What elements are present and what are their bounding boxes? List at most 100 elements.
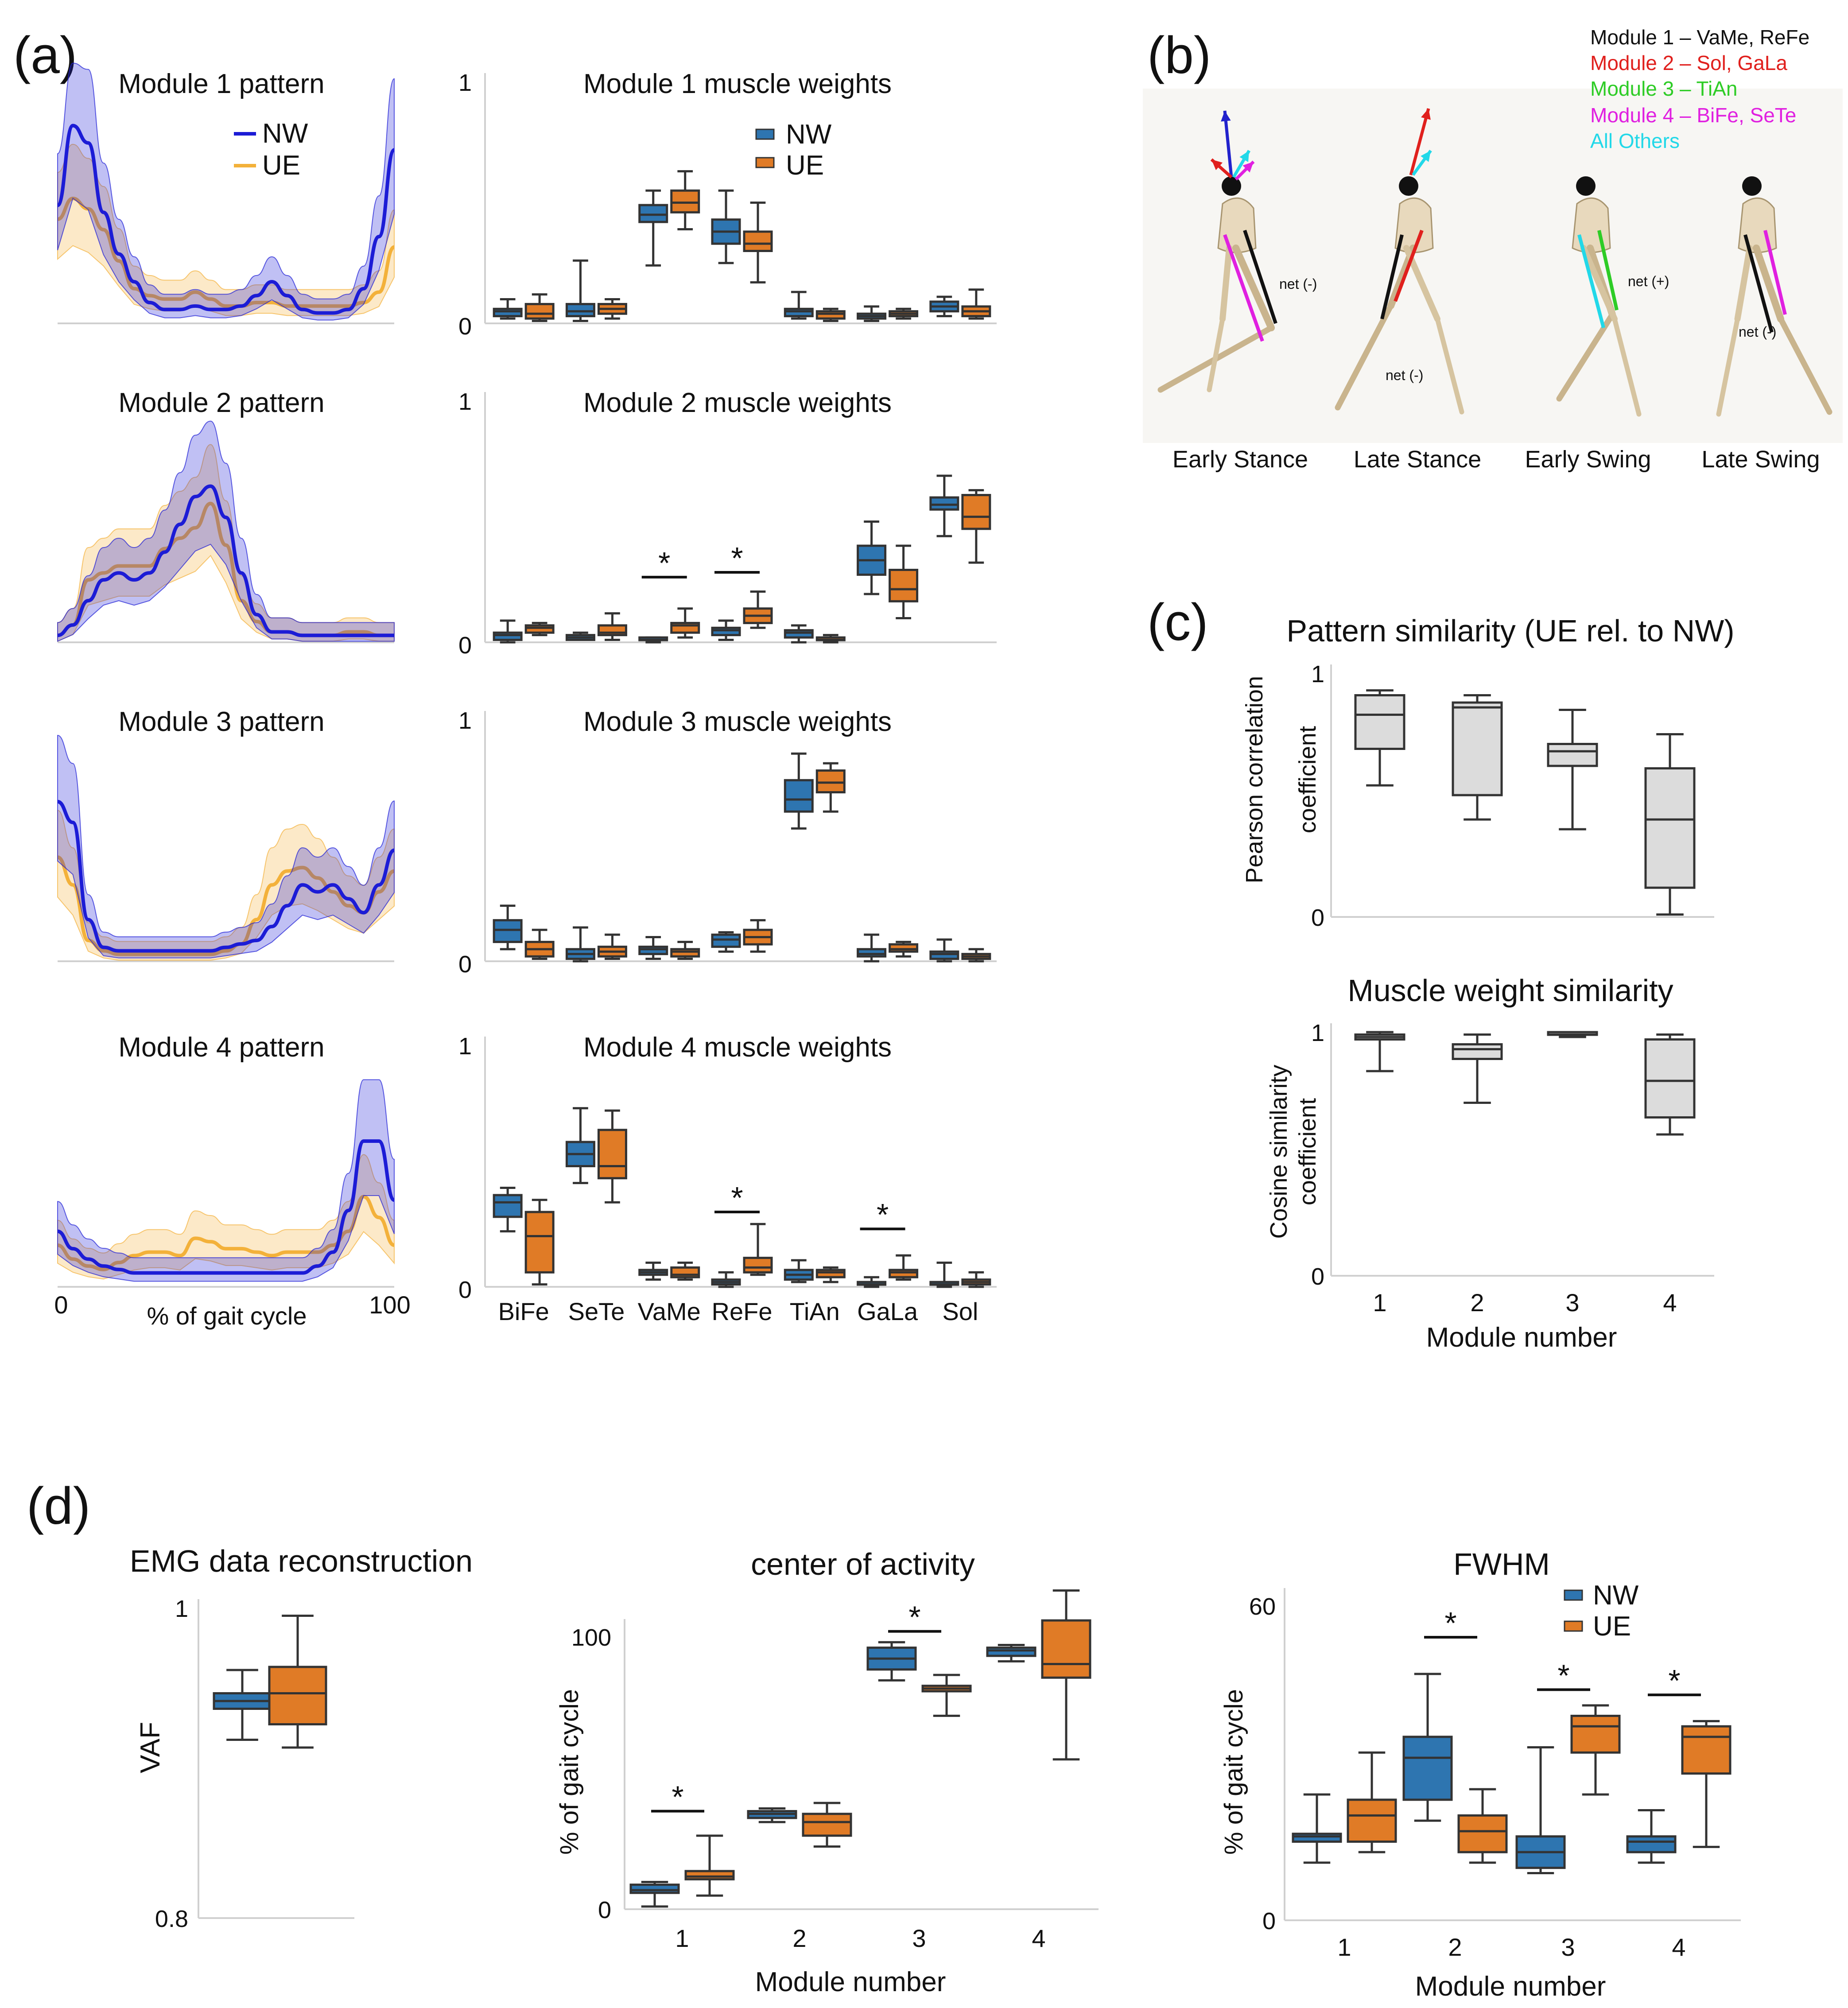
- legend-swatch-ue-box: [755, 157, 775, 168]
- weights-y-tick-0: 0: [458, 632, 472, 659]
- module-1-VaMe-ue-box: [670, 189, 700, 214]
- skeleton-3-muscle-line-a: [1597, 230, 1619, 311]
- weights-y-tick-1: 1: [458, 707, 472, 734]
- panel-b: Module 1 – VaMe, ReFe Module 2 – Sol, Ga…: [1143, 26, 1843, 473]
- module-4-ue-pattern-band: [57, 1154, 395, 1280]
- module-2-pattern-title: Module 2 pattern: [118, 388, 324, 418]
- skeleton-3-far-femur: [1580, 245, 1618, 322]
- muscle-label-GaLa: GaLa: [857, 1297, 918, 1325]
- module-1-VaMe-nw-box: [638, 204, 668, 223]
- grf-arrow-red-late-head: [1421, 109, 1431, 120]
- panel-c-x-tick-1: 1: [1373, 1289, 1386, 1317]
- module-1-ReFe-ue-box: [743, 230, 773, 252]
- weights-y-tick-0: 0: [458, 313, 472, 340]
- fwhm-significance-star-1: *: [1557, 1658, 1569, 1693]
- fwhm-module-4-nw-box: [1626, 1835, 1677, 1853]
- skeleton-3-far-tibia: [1612, 316, 1642, 417]
- module-4-significance-star-0: *: [731, 1181, 743, 1215]
- skeleton-2-com-marker: [1399, 176, 1418, 196]
- legend-module-2: Module 2 – Sol, GaLa: [1590, 51, 1787, 74]
- module-4-SeTe-ue-box: [597, 1129, 627, 1180]
- skeleton-1-femur: [1232, 245, 1275, 331]
- module-3-TiAn-nw-box: [784, 779, 814, 813]
- coa-module-4-nw-box: [986, 1647, 1037, 1657]
- module-4-BiFe-nw-box: [493, 1194, 523, 1218]
- module-1-BiFe-ue-box: [524, 303, 555, 320]
- module-2-ReFe-nw-box: [711, 626, 741, 637]
- coa-x-tick-3: 3: [912, 1924, 926, 1952]
- legend-module-1: Module 1 – VaMe, ReFe: [1590, 26, 1809, 49]
- vaf-title: EMG data reconstruction: [130, 1544, 473, 1578]
- coa-module-4-ue-box: [1041, 1619, 1091, 1679]
- skeleton-3-tibia: [1556, 311, 1615, 402]
- module-4-BiFe-ue-box: [524, 1211, 555, 1274]
- pattern-x-start: 0: [54, 1291, 68, 1319]
- vaf-y-tick-08: 0.8: [155, 1906, 188, 1932]
- weights-y-tick-1: 1: [458, 70, 472, 96]
- net-label-late-stance: net (-): [1386, 367, 1423, 383]
- phase-early-stance: Early Stance: [1172, 446, 1308, 473]
- module-2-nw-pattern-band: [57, 420, 395, 642]
- fwhm-x-tick-4: 4: [1672, 1933, 1685, 1961]
- skeleton-2-pelvis: [1394, 197, 1434, 253]
- module-2-significance-star-0: *: [658, 546, 670, 580]
- grf-arrow-red-late: [1409, 108, 1430, 175]
- module-1-TiAn-ue-box: [815, 310, 846, 320]
- legend-swatch-nw-box: [1564, 1589, 1583, 1601]
- skeleton-4-tibia: [1778, 316, 1832, 415]
- skeleton-3-muscle-line-b: [1577, 234, 1605, 329]
- fwhm-module-1-ue-box: [1347, 1798, 1397, 1843]
- skeleton-1-muscle-line-b: [1223, 234, 1264, 342]
- module-1-nw-pattern-band: [57, 62, 395, 321]
- coa-significance-star-0: *: [672, 1780, 683, 1814]
- module-3-ReFe-nw-box: [711, 933, 741, 948]
- module-2-nw-pattern-mean-line: [57, 484, 394, 637]
- weights-y-tick-1: 1: [458, 1033, 472, 1060]
- panel-c-x-tick-4: 4: [1663, 1289, 1677, 1317]
- muscle-label-SeTe: SeTe: [568, 1297, 625, 1325]
- fwhm-significance-star-2: *: [1668, 1663, 1680, 1698]
- fwhm-module-1-nw-box: [1292, 1833, 1342, 1843]
- muscle-label-Sol: Sol: [942, 1297, 978, 1325]
- skeleton-4-muscle-line-a: [1763, 230, 1787, 315]
- coa-x-tick-1: 1: [675, 1924, 689, 1952]
- panel-label-d: (d): [27, 1477, 90, 1535]
- module-1-ue-pattern-mean-line: [57, 196, 395, 308]
- module-4-nw-pattern-mean-line: [57, 1139, 396, 1275]
- coa-significance-star-1: *: [908, 1600, 920, 1635]
- module-3-BiFe-nw-box: [493, 919, 523, 943]
- grf-arrow-blue: [1223, 110, 1233, 178]
- similarity-1-module-4-box: [1644, 1038, 1696, 1119]
- panel-a: Module 1 pattern Module 1 muscle weights 1…: [56, 62, 997, 1325]
- vaf-y-tick-1: 1: [175, 1596, 188, 1622]
- skeleton-1-muscle-line-a: [1243, 229, 1277, 324]
- module-3-VaMe-ue-box: [670, 948, 700, 958]
- module-3-VaMe-nw-box: [638, 945, 668, 955]
- grf-arrow-blue-head: [1221, 111, 1231, 122]
- module-1-SeTe-nw-box: [565, 303, 595, 318]
- fwhm-y-tick-0: 0: [1262, 1908, 1276, 1934]
- module-4-ReFe-ue-box: [743, 1257, 773, 1274]
- coa-y-tick-0: 0: [598, 1897, 611, 1923]
- skeleton-4-far-tibia: [1716, 316, 1740, 417]
- muscle-label-ReFe: ReFe: [712, 1297, 773, 1325]
- coa-title: center of activity: [751, 1547, 975, 1581]
- pearson-ylabel-line2: coefficient: [1294, 726, 1321, 833]
- pearson-ylabel-line1: Pearson correlation: [1241, 676, 1268, 883]
- weight-similarity-title: Muscle weight similarity: [1347, 973, 1673, 1008]
- skeleton-1-com-marker: [1222, 176, 1241, 196]
- legend-label-nw: NW: [262, 118, 308, 149]
- cosine-ylabel-line2: coefficient: [1294, 1098, 1321, 1205]
- legend-label-ue: UE: [786, 150, 824, 181]
- grf-arrow-cyan-late-head: [1421, 151, 1431, 162]
- coa-y-tick-top: 100: [571, 1624, 611, 1651]
- module-4-TiAn-ue-box: [815, 1269, 846, 1278]
- panel-c-y-tick-1: 1: [1311, 661, 1324, 687]
- module-3-Sol-nw-box: [929, 950, 959, 960]
- coa-module-2-ue-box: [802, 1813, 852, 1837]
- panel-c-y-tick-0: 0: [1311, 905, 1324, 931]
- legend-module-3: Module 3 – TiAn: [1590, 77, 1737, 100]
- module-4-pattern-title: Module 4 pattern: [118, 1032, 324, 1063]
- skeleton-4-femur: [1753, 245, 1784, 322]
